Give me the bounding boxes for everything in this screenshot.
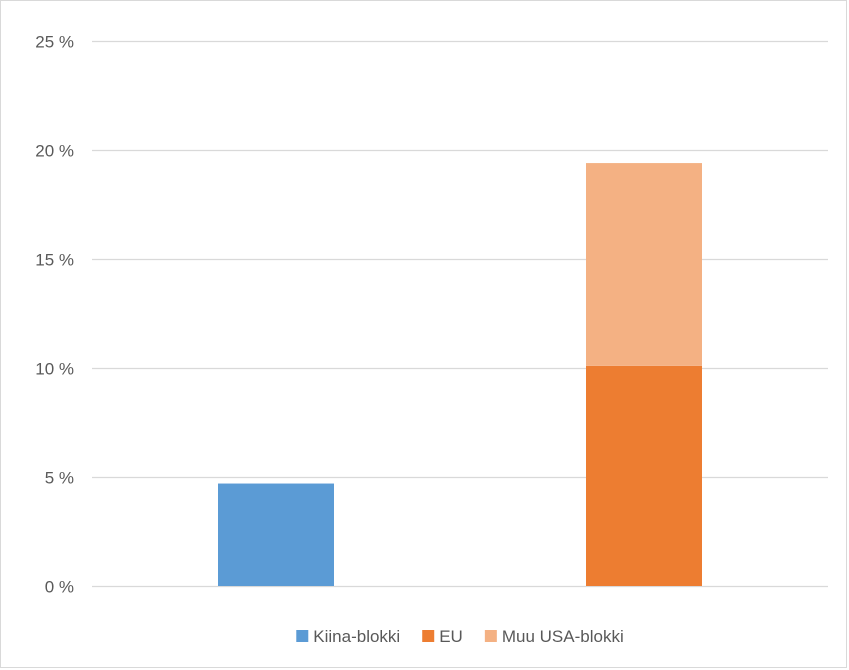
legend-label: EU: [439, 627, 463, 646]
bars: [218, 163, 702, 586]
y-tick-label: 15 %: [35, 251, 74, 270]
legend-swatch: [484, 630, 497, 642]
y-tick-label: 10 %: [35, 360, 74, 379]
y-tick-label: 25 %: [35, 33, 74, 52]
y-tick-label: 0 %: [45, 578, 74, 597]
bar-muu-usa-blokki-segment: [586, 163, 702, 366]
y-axis-tick-labels: 0 % 5 % 10 % 15 % 20 % 25 %: [35, 33, 74, 597]
bar-eu-segment: [586, 365, 702, 586]
legend: Kiina-blokki EU Muu USA-blokki: [296, 627, 624, 646]
gridlines: [92, 40, 828, 588]
legend-label: Muu USA-blokki: [502, 627, 624, 646]
bar-kiina-blokki-segment: [218, 483, 334, 586]
legend-swatch: [296, 630, 309, 642]
legend-swatch: [422, 630, 435, 642]
y-tick-label: 20 %: [35, 142, 74, 161]
y-tick-label: 5 %: [45, 469, 74, 488]
legend-label: Kiina-blokki: [313, 627, 400, 646]
